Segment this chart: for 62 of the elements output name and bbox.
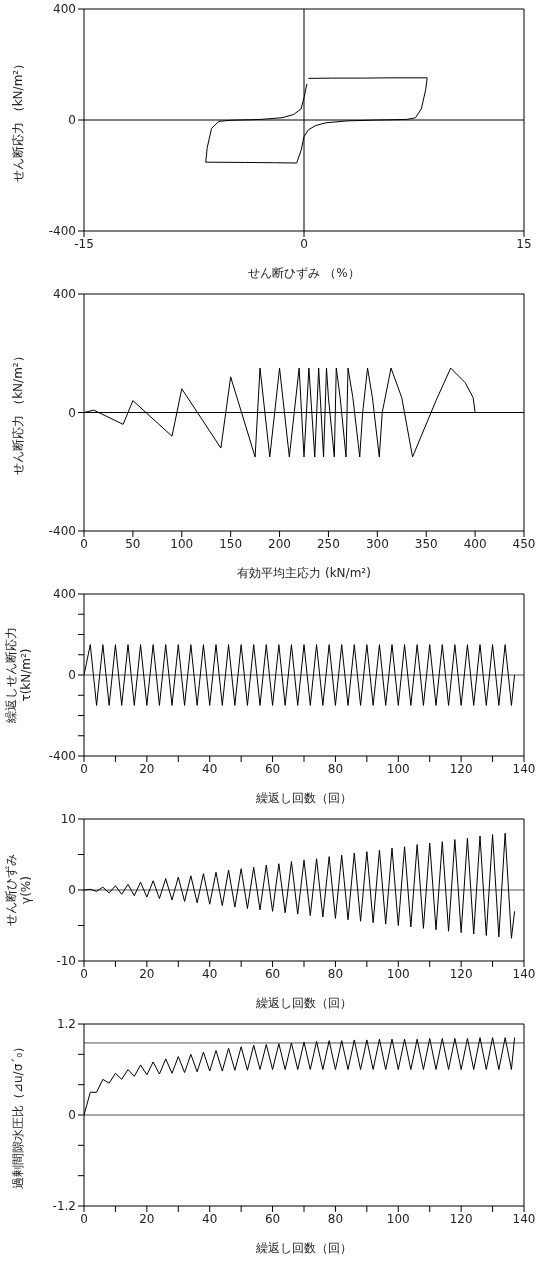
y-tick-label: 0 — [68, 113, 76, 128]
x-tick-label: 120 — [449, 761, 473, 776]
x-tick-label: 140 — [512, 761, 536, 776]
x-tick-label: 50 — [125, 536, 141, 551]
x-tick-label: 140 — [512, 966, 536, 981]
x-tick-label: 0 — [80, 761, 88, 776]
x-tick-label: 0 — [80, 966, 88, 981]
y-tick-label: 400 — [53, 2, 76, 17]
x-tick-label: 150 — [219, 536, 243, 551]
x-axis-title: 有効平均主応力 (kN/m²) — [237, 566, 371, 580]
y-tick-label: -1.2 — [52, 1199, 76, 1214]
y-tick-label: 0 — [68, 883, 76, 898]
x-axis-title: 繰返し回数（回） — [255, 996, 352, 1010]
x-tick-label: 450 — [512, 536, 536, 551]
x-tick-label: 60 — [264, 761, 281, 776]
x-tick-label: 40 — [202, 1211, 218, 1226]
x-tick-label: 350 — [414, 536, 438, 551]
x-tick-label: 80 — [327, 966, 344, 981]
x-tick-label: 15 — [516, 236, 532, 251]
x-tick-label: 40 — [202, 966, 218, 981]
y-tick-label: -400 — [48, 224, 76, 239]
x-tick-label: 140 — [512, 1211, 536, 1226]
x-tick-label: 200 — [268, 536, 292, 551]
x-tick-label: 120 — [449, 966, 473, 981]
x-tick-label: -15 — [74, 236, 94, 251]
y-axis-title: 過剰間隙水圧比（⊿u/σ´₀） — [11, 1040, 25, 1190]
x-tick-label: 60 — [264, 966, 281, 981]
x-tick-label: 400 — [463, 536, 487, 551]
x-tick-label: 20 — [139, 1211, 155, 1226]
x-tick-label: 100 — [386, 966, 410, 981]
x-tick-label: 20 — [139, 761, 155, 776]
x-tick-label: 0 — [80, 1211, 88, 1226]
y-tick-label: -10 — [56, 954, 76, 969]
x-tick-label: 0 — [300, 236, 308, 251]
x-axis-title: 繰返し回数（回） — [255, 791, 352, 805]
y-tick-label: 400 — [53, 287, 76, 302]
x-tick-label: 60 — [264, 1211, 281, 1226]
x-tick-label: 300 — [365, 536, 389, 551]
y-tick-label: 0 — [68, 668, 76, 683]
y-tick-label: 400 — [53, 587, 76, 602]
x-tick-label: 80 — [327, 1211, 344, 1226]
x-tick-label: 40 — [202, 761, 218, 776]
y-tick-label: -400 — [48, 749, 76, 764]
y-tick-label: 0 — [68, 405, 76, 420]
x-tick-label: 120 — [449, 1211, 473, 1226]
x-axis-title: 繰返し回数（回） — [255, 1241, 352, 1255]
y-tick-label: -400 — [48, 524, 76, 539]
x-tick-label: 100 — [386, 1211, 410, 1226]
x-tick-label: 20 — [139, 966, 155, 981]
y-axis-title: せん断ひずみ γ(%) — [4, 854, 33, 926]
y-tick-label: 0 — [68, 1108, 76, 1123]
x-axis-title: せん断ひずみ （%） — [248, 266, 360, 280]
y-axis-title: 繰返しせん断応力 τ(kN/m²) — [4, 627, 33, 724]
y-axis-title: せん断応力 （kN/m²） — [11, 57, 25, 183]
x-tick-label: 0 — [80, 536, 88, 551]
x-tick-label: 80 — [327, 761, 344, 776]
y-tick-label: 10 — [60, 812, 76, 827]
x-tick-label: 100 — [170, 536, 194, 551]
y-tick-label: 1.2 — [56, 1017, 76, 1032]
x-tick-label: 100 — [386, 761, 410, 776]
y-axis-title: せん断応力 （kN/m²） — [11, 350, 25, 475]
x-tick-label: 250 — [316, 536, 340, 551]
